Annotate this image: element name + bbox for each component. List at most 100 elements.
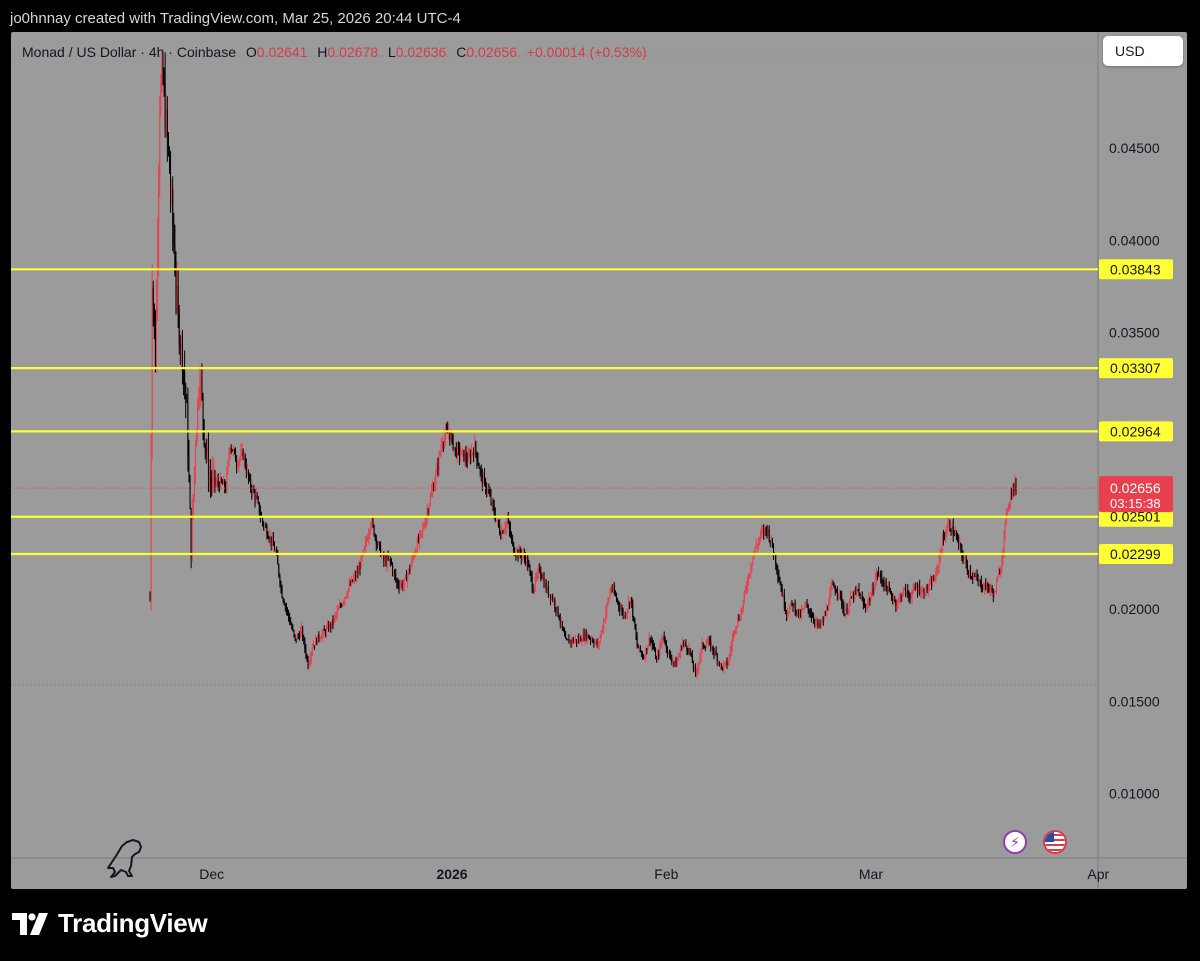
candle	[161, 49, 163, 93]
symbol-label[interactable]: Monad / US Dollar · 4h · Coinbase	[22, 44, 236, 60]
candle	[357, 565, 359, 579]
currency-button[interactable]: USD	[1103, 36, 1183, 66]
candle-body	[545, 583, 547, 591]
candle	[162, 53, 164, 86]
candle-body	[592, 639, 594, 642]
candle	[659, 641, 661, 658]
candle	[288, 609, 290, 622]
candle-body	[951, 525, 953, 533]
candle-body	[452, 435, 454, 450]
candle-body	[449, 432, 451, 441]
candle-body	[194, 446, 196, 468]
candle-body	[344, 597, 346, 602]
candle	[971, 575, 973, 580]
candle	[849, 591, 851, 607]
candle-body	[806, 603, 808, 605]
candle-body	[875, 573, 877, 581]
candle	[433, 482, 435, 492]
candle-body	[630, 597, 632, 606]
candle-body	[168, 149, 170, 173]
candle-body	[963, 559, 965, 561]
candle	[323, 625, 325, 631]
candle-body	[273, 545, 275, 551]
candle	[913, 583, 915, 592]
candle	[867, 598, 869, 612]
candle	[761, 525, 763, 539]
candle-body	[351, 579, 353, 582]
candle-body	[597, 643, 599, 646]
candle	[685, 639, 687, 647]
candle-body	[325, 628, 327, 635]
candle	[385, 553, 387, 567]
candle	[725, 661, 727, 666]
candle	[897, 598, 899, 610]
candle-body	[977, 578, 979, 582]
candle	[915, 582, 917, 589]
candle	[704, 645, 706, 652]
candle	[801, 604, 803, 621]
price-chart[interactable]: 0.050000.045000.040000.035000.020000.015…	[11, 32, 1187, 889]
candle	[251, 484, 253, 500]
candle-body	[915, 586, 917, 589]
candle-body	[710, 640, 712, 649]
candle-body	[664, 641, 666, 643]
candle	[403, 578, 405, 592]
candle	[524, 548, 526, 564]
candle	[452, 433, 454, 451]
candle	[517, 549, 519, 562]
candle	[1004, 520, 1006, 541]
candle-body	[290, 622, 292, 625]
candle-body	[656, 658, 658, 660]
candle	[920, 587, 922, 598]
candle	[404, 574, 406, 580]
candle-body	[346, 595, 348, 597]
candle-body	[546, 586, 548, 591]
candle	[485, 477, 487, 495]
candle	[599, 633, 601, 645]
candle	[259, 505, 261, 523]
candle	[698, 661, 700, 674]
candle	[212, 456, 214, 494]
candle	[459, 442, 461, 466]
candle-body	[256, 495, 258, 499]
candle	[333, 615, 335, 626]
candle-body	[765, 527, 767, 529]
candle-body	[947, 524, 949, 532]
candle-body	[423, 526, 425, 529]
time-tick-label: Dec	[199, 866, 224, 882]
candle-body	[964, 558, 966, 560]
candle-body	[815, 621, 817, 624]
candle	[661, 634, 663, 648]
candle-body	[791, 602, 793, 604]
candle	[197, 398, 199, 442]
candle-body	[780, 585, 782, 589]
candle	[888, 581, 890, 593]
candle	[901, 591, 903, 602]
high-value: 0.02678	[327, 44, 379, 60]
lightning-icon[interactable]: ⚡	[1003, 830, 1027, 854]
candle-body	[569, 640, 571, 644]
candle	[581, 638, 583, 647]
candle-body	[672, 661, 674, 663]
candle	[789, 604, 791, 614]
candle	[775, 553, 777, 571]
candle	[173, 212, 175, 254]
candle	[815, 616, 817, 630]
candle-body	[988, 586, 990, 591]
last-price-label: 0.02656	[1110, 480, 1161, 496]
candle-body	[465, 453, 467, 460]
candle-body	[507, 519, 509, 523]
candle-body	[713, 650, 715, 654]
candle-body	[534, 577, 536, 588]
candle	[226, 466, 228, 494]
candle	[865, 603, 867, 613]
time-tick-label: Feb	[654, 866, 678, 882]
candle-body	[332, 620, 334, 623]
candle	[573, 638, 575, 643]
us-flag-icon[interactable]	[1043, 830, 1067, 854]
candle-body	[441, 443, 443, 447]
candle	[478, 462, 480, 469]
candle	[277, 549, 279, 565]
candle	[992, 588, 994, 603]
candle	[859, 592, 861, 599]
